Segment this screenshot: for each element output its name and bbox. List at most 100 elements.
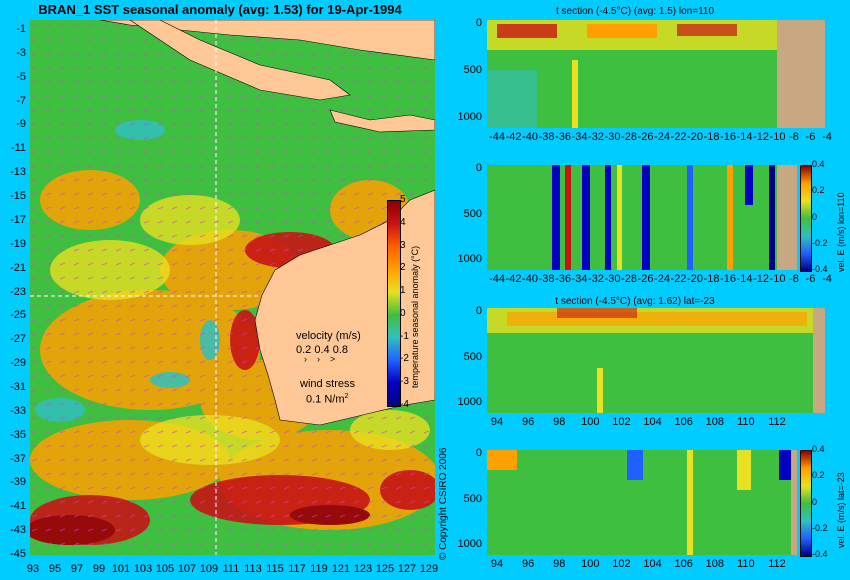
panel-x-tick: -18 (703, 131, 720, 143)
map-x-tick: 107 (177, 563, 197, 575)
panel-x-tick: -26 (637, 273, 654, 285)
map-x-tick: 97 (70, 563, 84, 575)
panel-y-tick: 0 (475, 447, 482, 459)
temperature-colorbar (387, 200, 401, 407)
panel-x-tick: 98 (553, 416, 566, 428)
panel-x-tick: -38 (538, 273, 555, 285)
panel-x-tick: -14 (736, 273, 753, 285)
map-y-tick: -37 (10, 452, 26, 465)
panel-x-tick: -28 (621, 131, 637, 143)
panel-colorbar-tick: 0.2 (812, 185, 825, 196)
panel-x-tick: -8 (789, 273, 799, 285)
colorbar-tick: 3 (400, 239, 406, 251)
panel-colorbar-tick: 0.4 (812, 444, 825, 454)
velocity-arrows-icon: › › > (304, 354, 336, 364)
panel-x-tick: -18 (703, 273, 720, 285)
panel-x-tick: -28 (621, 273, 637, 285)
panel-x-tick: -42 (505, 131, 522, 143)
panel-3-temperature-section-lat-23[interactable] (487, 308, 825, 413)
map-y-tick: -1 (16, 23, 26, 35)
map-x-tick: 113 (244, 563, 262, 575)
panel-colorbar-tick: 0 (812, 211, 818, 222)
panel-x-tick: 94 (490, 416, 504, 428)
map-x-tick: 123 (353, 563, 373, 575)
panel-x-tick: -32 (588, 273, 604, 285)
map-y-tick: -33 (10, 404, 26, 417)
map-x-tick: 127 (397, 563, 417, 575)
panel-x-tick: 110 (737, 416, 755, 428)
panel-x-tick: -40 (522, 273, 538, 285)
panel-x-tick: -22 (670, 131, 687, 143)
map-x-tick: 109 (199, 563, 219, 575)
map-y-tick: -39 (10, 476, 26, 489)
panel-x-tick: -24 (654, 273, 670, 285)
panel-x-tick: 112 (768, 416, 786, 428)
map-x-tick: 101 (111, 563, 131, 575)
panel-x-tick: -42 (505, 273, 522, 285)
map-y-tick: -27 (10, 333, 26, 346)
wind-stress-label: wind stress (300, 378, 356, 390)
panel-y-tick: 0 (475, 305, 482, 317)
panel-x-tick: 104 (643, 558, 662, 570)
panel-2-colorbar (800, 165, 812, 272)
panel-colorbar-tick: -0.4 (812, 264, 828, 274)
panel-x-tick: -12 (753, 273, 769, 285)
panel-y-tick: 0 (475, 162, 482, 174)
colorbar-tick: 4 (400, 216, 406, 228)
panel-y-tick: 1000 (457, 253, 482, 265)
map-y-tick: -31 (10, 380, 26, 393)
panel-x-tick: -26 (637, 131, 654, 143)
map-y-tick: -15 (10, 190, 26, 203)
colorbar-tick: -4 (400, 399, 409, 410)
map-y-tick: -19 (10, 237, 26, 250)
map-y-tick: -35 (10, 428, 26, 441)
colorbar-tick: 5 (400, 194, 406, 205)
panel-colorbar-tick: 0 (812, 496, 818, 507)
map-title: BRAN_1 SST seasonal anomaly (avg: 1.53) … (38, 2, 402, 17)
panel-y-tick: 500 (463, 207, 482, 220)
map-x-tick: 103 (133, 563, 153, 575)
map-y-tick: -21 (10, 261, 26, 274)
panel-x-tick: 104 (643, 416, 662, 428)
panel-2-canvas (487, 165, 797, 270)
map-y-tick: -17 (10, 213, 26, 226)
panel-x-tick: -16 (720, 273, 736, 285)
panel-x-tick: -14 (736, 131, 753, 143)
map-x-tick: 93 (26, 563, 40, 575)
panel-y-tick: 500 (463, 350, 482, 363)
panel-1-temperature-section-lon110[interactable] (487, 20, 825, 128)
panel-y-tick: 0 (475, 17, 482, 29)
panel-x-tick: 94 (490, 558, 504, 570)
map-y-tick: -3 (16, 46, 26, 59)
panel-x-tick: -22 (670, 273, 687, 285)
panel-x-tick: -44 (489, 273, 505, 285)
panel-x-tick: 98 (553, 558, 566, 570)
panel-x-tick: -20 (687, 273, 703, 285)
panel-x-tick: -8 (789, 131, 799, 143)
panel-x-tick: -30 (604, 131, 621, 143)
panel-2-colorbar-label: vel. E (m/s) lon=110 (836, 192, 846, 272)
map-y-tick: -25 (10, 309, 26, 322)
panel-x-tick: 112 (768, 558, 786, 570)
panel-x-tick: -36 (555, 131, 571, 143)
map-x-tick: 119 (310, 563, 328, 575)
map-x-tick: 117 (288, 563, 306, 575)
velocity-legend-scale: 0.2 0.4 0.8 (296, 344, 348, 356)
panel-x-tick: 108 (705, 416, 724, 428)
map-y-tick: -29 (10, 357, 26, 370)
panel-colorbar-tick: 0.2 (812, 470, 825, 481)
panel-x-tick: 106 (674, 558, 693, 570)
colorbar-tick: 1 (400, 285, 406, 297)
panel-2-velocity-section-lon110[interactable] (487, 165, 797, 270)
panel-x-tick: -36 (555, 273, 571, 285)
panel-x-tick: -4 (822, 273, 832, 285)
panel-x-tick: -4 (822, 131, 832, 143)
panel-x-tick: -16 (720, 131, 736, 143)
panel-4-velocity-section-lat-23[interactable] (487, 450, 797, 555)
panel-x-tick: 96 (521, 558, 535, 570)
map-y-tick: -7 (16, 94, 26, 107)
map-y-tick: -23 (10, 285, 26, 298)
sst-anomaly-map[interactable] (30, 20, 435, 555)
panel-x-tick: -32 (588, 131, 604, 143)
colorbar-tick: -2 (400, 353, 409, 365)
